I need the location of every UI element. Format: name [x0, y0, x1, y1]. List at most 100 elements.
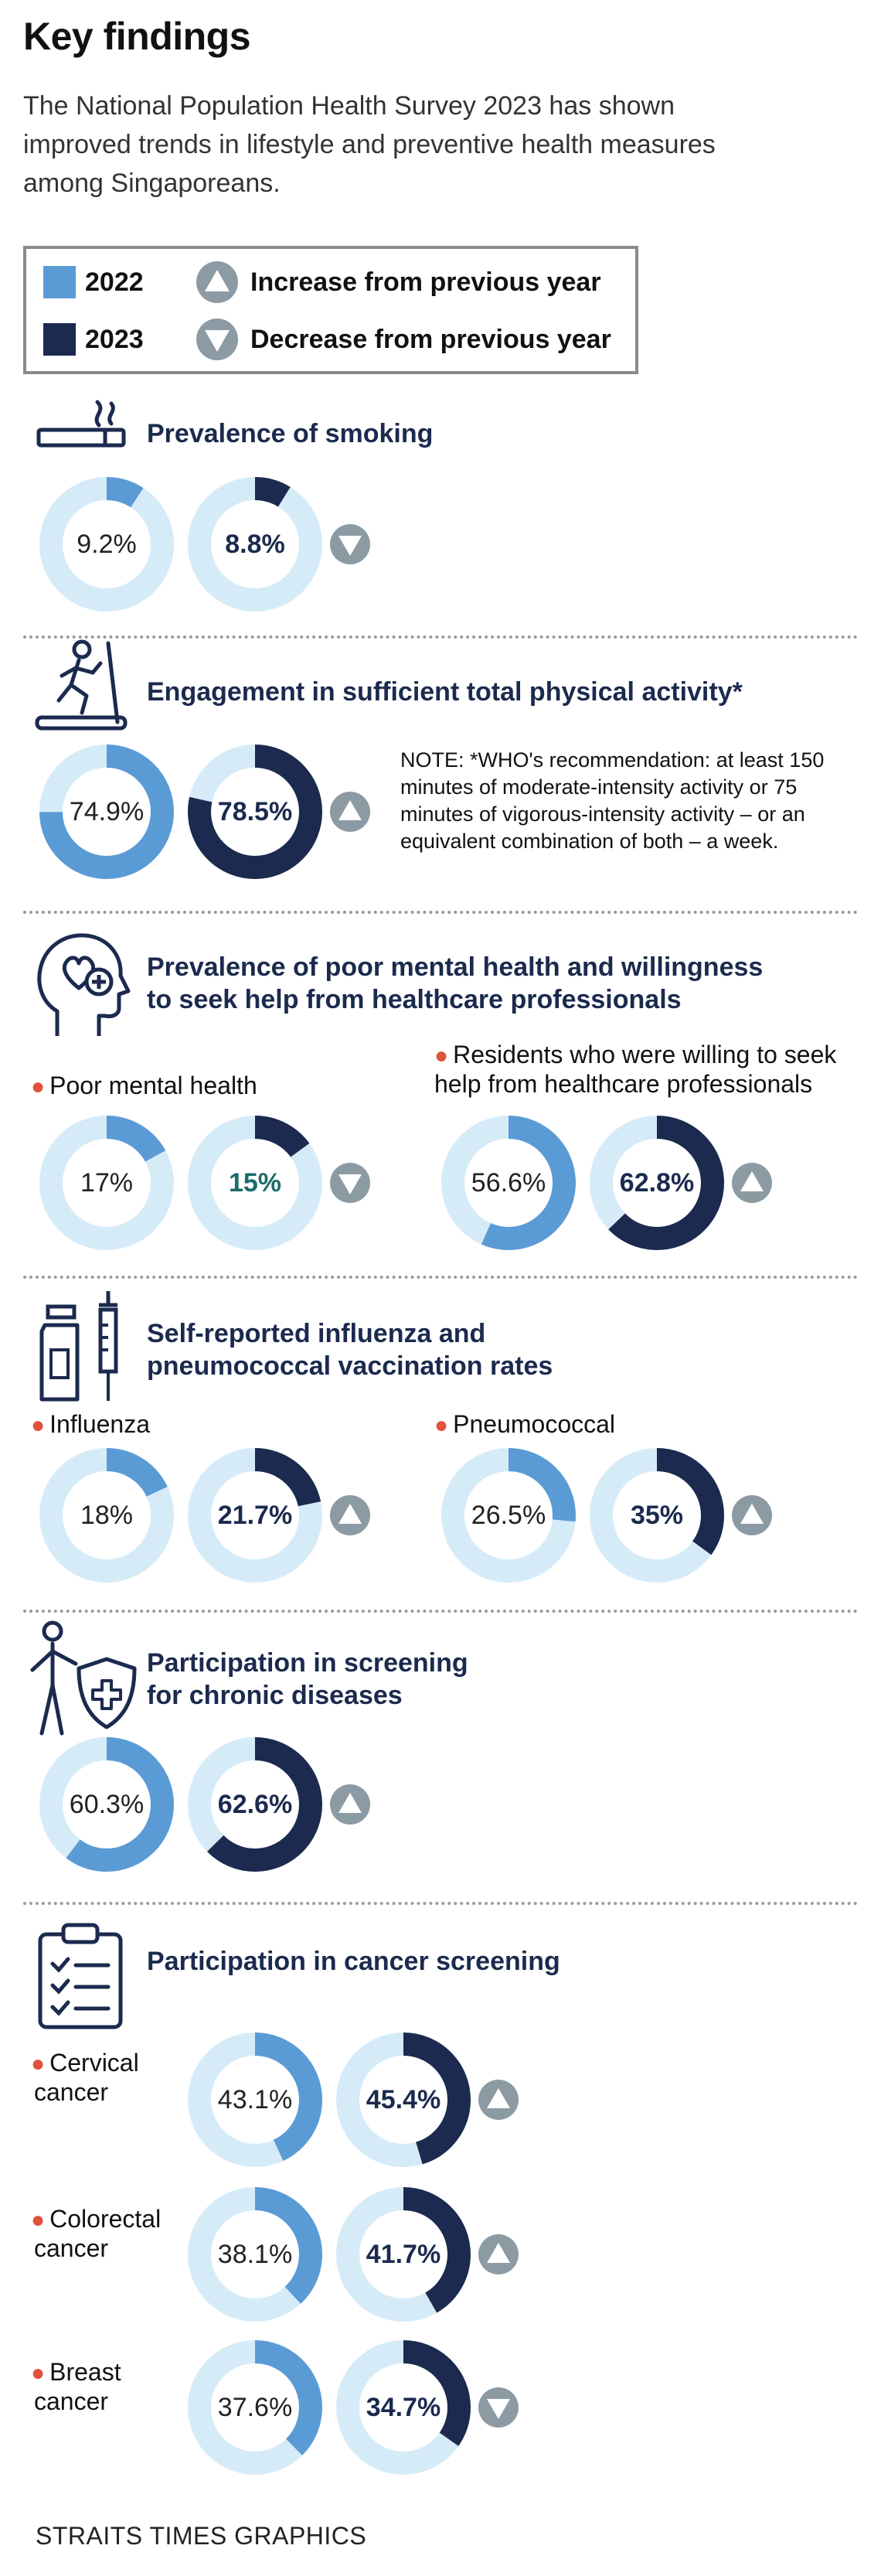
donut-2023-metric-2: 15%: [185, 1113, 325, 1252]
increase-arrow-icon: [478, 2080, 519, 2120]
donut-2023-metric-9-arc: [336, 2340, 471, 2475]
head-heart-icon: [37, 933, 131, 1036]
donut-2022-metric-2: 17%: [37, 1113, 176, 1252]
label-colorectal-line1: Colorectal: [49, 2205, 162, 2233]
divider-5: [23, 1902, 858, 1905]
increase-arrow-icon: [732, 1495, 772, 1535]
donut-2022-metric-4: 18%: [37, 1446, 176, 1585]
donut-2023-metric-7-svg: [336, 2033, 471, 2167]
section-title-smoking: Prevalence of smoking: [147, 419, 434, 448]
donut-2023-metric-2-svg: [188, 1116, 322, 1250]
legend-label-decrease: Decrease from previous year: [250, 325, 611, 354]
donut-2022-metric-8-value-label: 38.1%: [217, 2239, 293, 2269]
donut-2022-metric-7-value-label: 43.1%: [217, 2084, 293, 2114]
donut-2023-metric-1: 78.5%: [185, 742, 325, 881]
label-seek-help: ● Residents who were willing to seek help …: [434, 1041, 837, 1098]
donut-2022-metric-5-value-label: 26.5%: [471, 1500, 546, 1530]
section-title-mental-2: to seek help from healthcare professiona…: [147, 985, 682, 1014]
donut-2023-metric-1-arc: [188, 745, 322, 879]
donut-2022-metric-4-svg: [39, 1448, 174, 1583]
label-pneumococcal-text: Pneumococcal: [453, 1410, 616, 1438]
divider-1: [23, 635, 858, 639]
legend-swatch-2022: [43, 266, 76, 298]
donut-2023-metric-6-arc: [188, 1737, 322, 1872]
section-title-vaccination-2: pneumococcal vaccination rates: [147, 1351, 553, 1381]
donut-2023-metric-7-value-label: 45.4%: [366, 2084, 441, 2114]
donut-2023-metric-0-svg: [188, 477, 322, 612]
legend: 2022 2023 Increase from previous year De…: [23, 246, 638, 374]
donut-2022-metric-0-value-label: 9.2%: [77, 529, 137, 559]
section-title-chronic-1: Participation in screening: [147, 1648, 468, 1678]
donut-2022-metric-1-arc: [39, 745, 174, 879]
cigarette-icon: [36, 400, 126, 448]
donut-2023-metric-3: 62.8%: [587, 1113, 726, 1252]
donut-2023-metric-5-svg: [590, 1448, 724, 1583]
clipboard-checklist-icon: [38, 1923, 123, 2029]
legend-label-2023: 2023: [85, 325, 144, 354]
donut-2023-metric-5: 35%: [587, 1446, 726, 1585]
donut-2022-metric-0: 9.2%: [37, 475, 176, 614]
donut-2023-metric-4-arc: [188, 1448, 322, 1583]
donut-2023-metric-4-svg: [188, 1448, 322, 1583]
donut-2022-metric-3-value-label: 56.6%: [471, 1167, 546, 1198]
donut-2022-metric-6-svg: [39, 1737, 174, 1872]
donut-2022-metric-9: 37.6%: [185, 2338, 325, 2477]
increase-arrow-icon: [330, 792, 370, 832]
donut-2023-metric-9-svg: [336, 2340, 471, 2475]
donut-2023-metric-5-arc: [590, 1448, 724, 1583]
donut-2022-metric-1: 74.9%: [37, 742, 176, 881]
divider-3: [23, 1276, 858, 1279]
donut-2022-metric-0-arc: [39, 477, 174, 612]
donut-2022-metric-2-arc: [39, 1116, 174, 1250]
donut-2023-metric-7: 45.4%: [334, 2030, 473, 2169]
donut-2022-metric-6-arc: [39, 1737, 174, 1872]
donut-2022-metric-6-value-label: 60.3%: [69, 1789, 145, 1819]
label-colorectal-line2: cancer: [34, 2234, 109, 2262]
decrease-arrow-icon: [196, 319, 238, 360]
donut-2023-metric-0: 8.8%: [185, 475, 325, 614]
donut-2022-metric-4-arc: [39, 1448, 174, 1583]
donut-2023-metric-4: 21.7%: [185, 1446, 325, 1585]
section-title-vaccination-1: Self-reported influenza and: [147, 1319, 486, 1348]
donut-2023-metric-8-svg: [336, 2187, 471, 2322]
label-breast-line1: Breast: [49, 2358, 121, 2386]
donut-2022-metric-2-value-label: 17%: [80, 1167, 134, 1198]
donut-2022-metric-7-svg: [188, 2033, 322, 2167]
section-title-cancer: Participation in cancer screening: [147, 1947, 560, 1976]
donut-2022-metric-2-svg: [39, 1116, 174, 1250]
donut-2022-metric-8: 38.1%: [185, 2185, 325, 2324]
label-cervical: ● Cervical cancer: [31, 2049, 139, 2106]
label-colorectal: ● Colorectal cancer: [31, 2205, 162, 2262]
increase-arrow-icon: [478, 2234, 519, 2274]
donut-2022-metric-9-svg: [188, 2340, 322, 2475]
donut-2023-metric-9-value-label: 34.7%: [366, 2392, 441, 2422]
donut-2022-metric-5-arc: [441, 1448, 576, 1583]
label-cervical-line1: Cervical: [49, 2049, 139, 2077]
donut-2022-metric-6: 60.3%: [37, 1735, 176, 1874]
donut-2023-metric-3-arc: [590, 1116, 724, 1250]
section-title-chronic-2: for chronic diseases: [147, 1681, 403, 1710]
donut-2022-metric-3-arc: [441, 1116, 576, 1250]
donut-2022-metric-9-arc: [188, 2340, 322, 2475]
donut-2022-metric-8-arc: [188, 2187, 322, 2322]
donut-2022-metric-3-svg: [441, 1116, 576, 1250]
donut-2023-metric-2-arc: [188, 1116, 322, 1250]
donut-2023-metric-4-value-label: 21.7%: [217, 1500, 293, 1530]
donut-2022-metric-4-value-label: 18%: [80, 1500, 134, 1530]
label-influenza-text: Influenza: [49, 1410, 150, 1438]
label-poor-mental-health-text: Poor mental health: [49, 1072, 257, 1099]
divider-4: [23, 1610, 858, 1613]
label-breast-line2: cancer: [34, 2387, 109, 2415]
label-poor-mental-health: ● Poor mental health: [31, 1072, 257, 1099]
donut-2023-metric-6: 62.6%: [185, 1735, 325, 1874]
donut-2022-metric-1-value-label: 74.9%: [69, 796, 145, 826]
person-shield-icon: [30, 1620, 137, 1736]
section-title-activity: Engagement in sufficient total physical …: [147, 677, 743, 707]
label-cervical-line2: cancer: [34, 2078, 109, 2106]
increase-arrow-icon: [330, 1495, 370, 1535]
donut-2022-metric-7: 43.1%: [185, 2030, 325, 2169]
donut-2023-metric-7-arc: [336, 2033, 471, 2167]
donut-2023-metric-1-svg: [188, 745, 322, 879]
legend-label-increase: Increase from previous year: [250, 267, 601, 297]
donut-2023-metric-0-arc: [188, 477, 322, 612]
